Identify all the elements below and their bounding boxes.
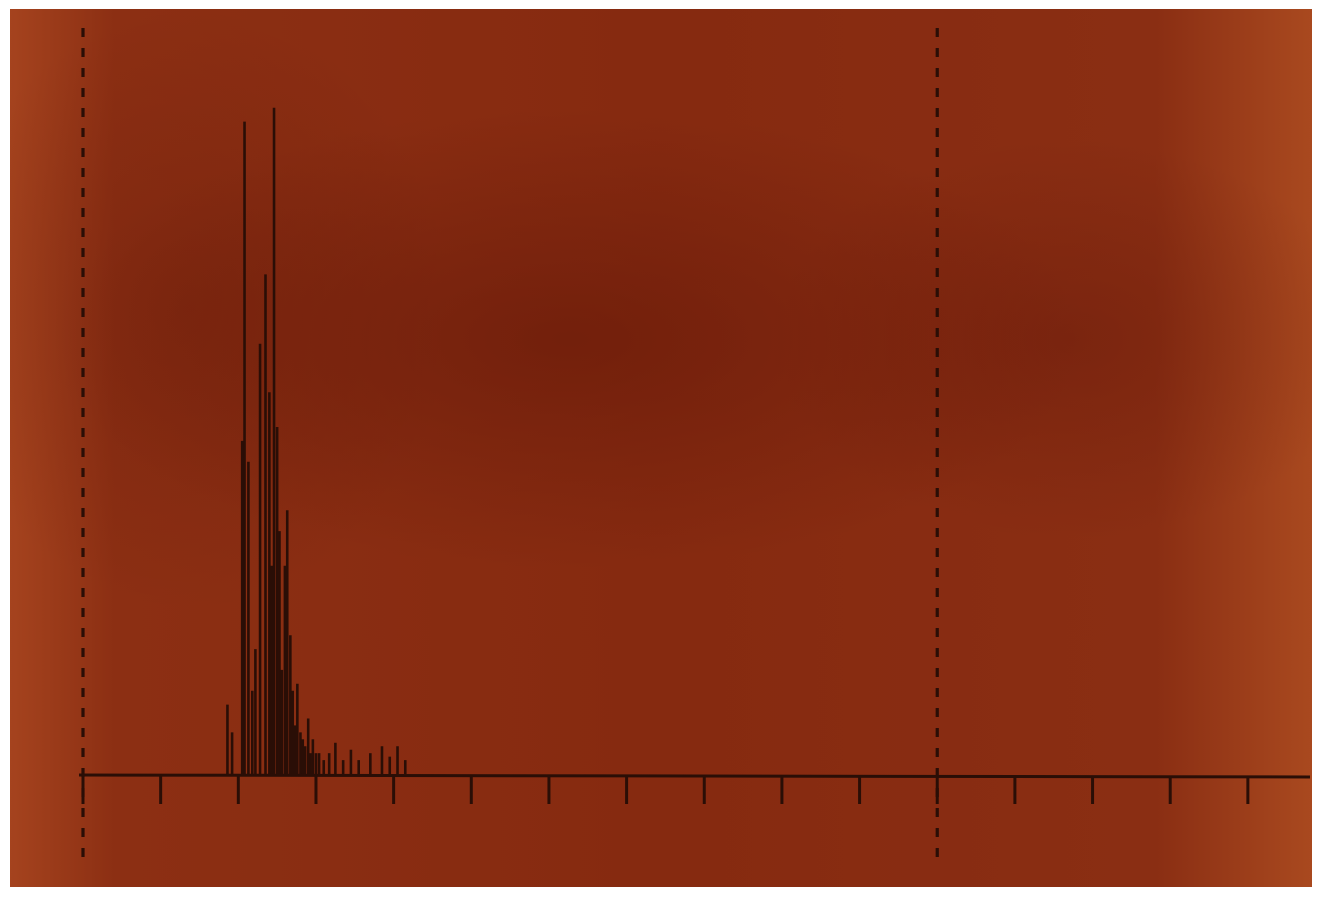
x-axis (78, 773, 1311, 804)
x-axis-line (78, 773, 1311, 779)
spectrum-bars (226, 107, 407, 774)
reference-lines (81, 28, 939, 860)
